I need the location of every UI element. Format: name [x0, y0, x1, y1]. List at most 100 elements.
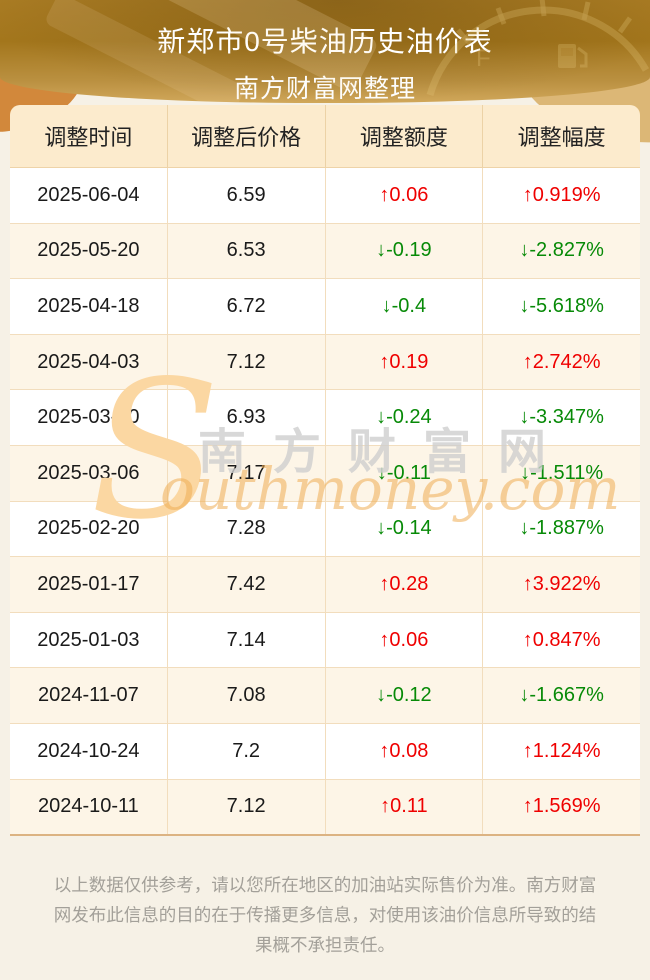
cell-value: ↑0.28: [379, 572, 429, 595]
fuel-gauge-icon: F: [426, 0, 650, 96]
cell-value: 2025-04-18: [37, 294, 140, 317]
cell-value: ↓-0.19: [376, 239, 432, 262]
cell-value: 2025-04-03: [37, 350, 140, 373]
cell-adjust-time: 2025-04-03: [10, 334, 168, 390]
cell-adjusted-price: 6.72: [168, 279, 326, 334]
cell-value: 7.12: [226, 795, 266, 818]
page-title: 新郑市0号柴油历史油价表: [157, 26, 493, 57]
cell-value: ↓-3.347%: [519, 406, 604, 429]
cell-adjust-rate: ↑1.124%: [483, 724, 640, 779]
gauge-pump-icon: [558, 44, 588, 68]
cell-value: ↑0.08: [379, 739, 429, 762]
cell-adjusted-price: 7.12: [168, 779, 326, 835]
cell-value: 6.53: [226, 239, 266, 262]
cell-adjusted-price: 7.28: [168, 501, 326, 557]
cell-adjust-amount: ↑0.06: [326, 612, 484, 668]
cell-adjust-amount: ↑0.19: [326, 334, 484, 390]
column-header-adjusted-price: 调整后价格: [168, 105, 326, 167]
cell-value: ↑0.919%: [522, 183, 601, 206]
cell-adjust-time: 2024-10-11: [10, 779, 168, 835]
table-row: 2025-04-18 6.72 ↓-0.4 ↓-5.618%: [10, 278, 640, 334]
cell-value: 6.93: [226, 406, 266, 429]
cell-value: 2025-05-20: [37, 239, 140, 262]
table-row: 2025-03-06 7.17 ↓-0.11 ↓-1.511%: [10, 444, 640, 501]
cell-adjust-amount: ↑0.08: [326, 723, 484, 779]
cell-adjusted-price: 7.42: [168, 557, 326, 612]
cell-adjust-amount: ↓-0.4: [326, 279, 484, 334]
cell-value: 7.12: [226, 350, 266, 373]
cell-value: ↑3.922%: [522, 572, 601, 595]
cell-adjusted-price: 7.2: [168, 723, 326, 779]
table-row: 2024-11-07 7.08 ↓-0.12 ↓-1.667%: [10, 667, 640, 723]
cell-value: 2025-01-17: [37, 572, 140, 595]
cell-adjust-time: 2025-05-20: [10, 223, 168, 279]
cell-value: ↓-1.511%: [520, 461, 604, 484]
cell-adjust-time: 2025-02-20: [10, 501, 168, 557]
cell-adjust-rate: ↑2.742%: [483, 335, 640, 390]
table-row: 2025-05-20 6.53 ↓-0.19 ↓-2.827%: [10, 222, 640, 279]
cell-value: ↓-0.11: [376, 461, 431, 484]
cell-adjust-rate: ↓-1.511%: [483, 446, 640, 501]
cell-value: 6.72: [226, 294, 266, 317]
cell-adjust-amount: ↓-0.19: [326, 223, 484, 279]
cell-adjust-time: 2025-01-17: [10, 557, 168, 612]
table-row: 2024-10-11 7.12 ↑0.11 ↑1.569%: [10, 778, 640, 835]
footer-disclaimer: 以上数据仅供参考，请以您所在地区的加油站实际售价为准。南方财富网发布此信息的目的…: [53, 875, 597, 956]
cell-value: 7.2: [232, 739, 261, 762]
cell-value: ↑0.06: [379, 628, 429, 651]
cell-adjust-rate: ↓-3.347%: [483, 390, 640, 445]
cell-value: ↑2.742%: [522, 350, 601, 373]
cell-value: 7.08: [226, 684, 266, 707]
header-banner: F 新郑市0号柴油历史油价表 南方财富网整理: [0, 0, 650, 103]
table-row: 2025-03-20 6.93 ↓-0.24 ↓-3.347%: [10, 389, 640, 445]
cell-adjusted-price: 6.53: [168, 223, 326, 279]
cell-value: 2024-11-07: [37, 684, 139, 707]
cell-adjust-time: 2025-03-06: [10, 445, 168, 501]
cell-value: 2024-10-11: [37, 795, 139, 818]
price-table: 调整时间 调整后价格 调整额度 调整幅度 2025-06-04 6.59 ↑0.06…: [10, 105, 640, 837]
cell-value: 7.17: [226, 461, 266, 484]
cell-value: ↑1.124%: [522, 739, 601, 762]
cell-value: ↓-1.887%: [519, 517, 604, 540]
table-row: 2024-10-24 7.2 ↑0.08 ↑1.124%: [10, 722, 640, 779]
table-row: 2025-01-03 7.14 ↑0.06 ↑0.847%: [10, 611, 640, 668]
cell-value: ↓-1.667%: [519, 684, 604, 707]
cell-adjust-rate: ↑0.919%: [483, 168, 640, 223]
cell-value: ↑0.847%: [522, 628, 601, 651]
cell-adjust-rate: ↑3.922%: [483, 557, 640, 612]
cell-value: 2025-02-20: [37, 517, 140, 540]
cell-adjust-rate: ↓-1.667%: [483, 668, 640, 723]
cell-adjusted-price: 7.12: [168, 334, 326, 390]
cell-value: ↓-2.827%: [519, 239, 604, 262]
cell-value: ↓-0.4: [381, 294, 427, 317]
cell-value: ↓-0.14: [376, 517, 432, 540]
column-header-adjust-amount: 调整额度: [326, 105, 484, 167]
cell-adjust-time: 2024-11-07: [10, 668, 168, 723]
cell-value: ↓-0.24: [376, 406, 432, 429]
cell-adjusted-price: 7.17: [168, 445, 326, 501]
cell-adjusted-price: 7.08: [168, 668, 326, 723]
cell-value: ↓-0.12: [376, 684, 432, 707]
table-row: 2025-06-04 6.59 ↑0.06 ↑0.919%: [10, 167, 640, 223]
table-row: 2025-01-17 7.42 ↑0.28 ↑3.922%: [10, 556, 640, 612]
cell-adjust-time: 2024-10-24: [10, 723, 168, 779]
cell-value: ↑1.569%: [522, 795, 601, 818]
cell-value: 2025-01-03: [37, 628, 140, 651]
cell-adjust-amount: ↑0.11: [326, 779, 484, 835]
cell-adjust-rate: ↓-2.827%: [483, 224, 640, 279]
cell-adjust-amount: ↓-0.11: [326, 445, 484, 501]
cell-value: 7.42: [226, 572, 266, 595]
cell-value: 7.14: [226, 628, 266, 651]
cell-value: 2025-06-04: [37, 183, 140, 206]
cell-adjust-rate: ↓-5.618%: [483, 279, 640, 334]
cell-adjust-amount: ↓-0.12: [326, 668, 484, 723]
cell-adjusted-price: 7.14: [168, 612, 326, 668]
cell-adjust-amount: ↓-0.14: [326, 501, 484, 557]
cell-value: ↓-5.618%: [519, 294, 604, 317]
cell-value: 2025-03-06: [37, 461, 140, 484]
cell-value: 6.59: [226, 183, 266, 206]
cell-adjust-rate: ↑0.847%: [483, 613, 640, 668]
table-header-row: 调整时间 调整后价格 调整额度 调整幅度: [10, 105, 640, 167]
cell-adjust-amount: ↑0.28: [326, 557, 484, 612]
